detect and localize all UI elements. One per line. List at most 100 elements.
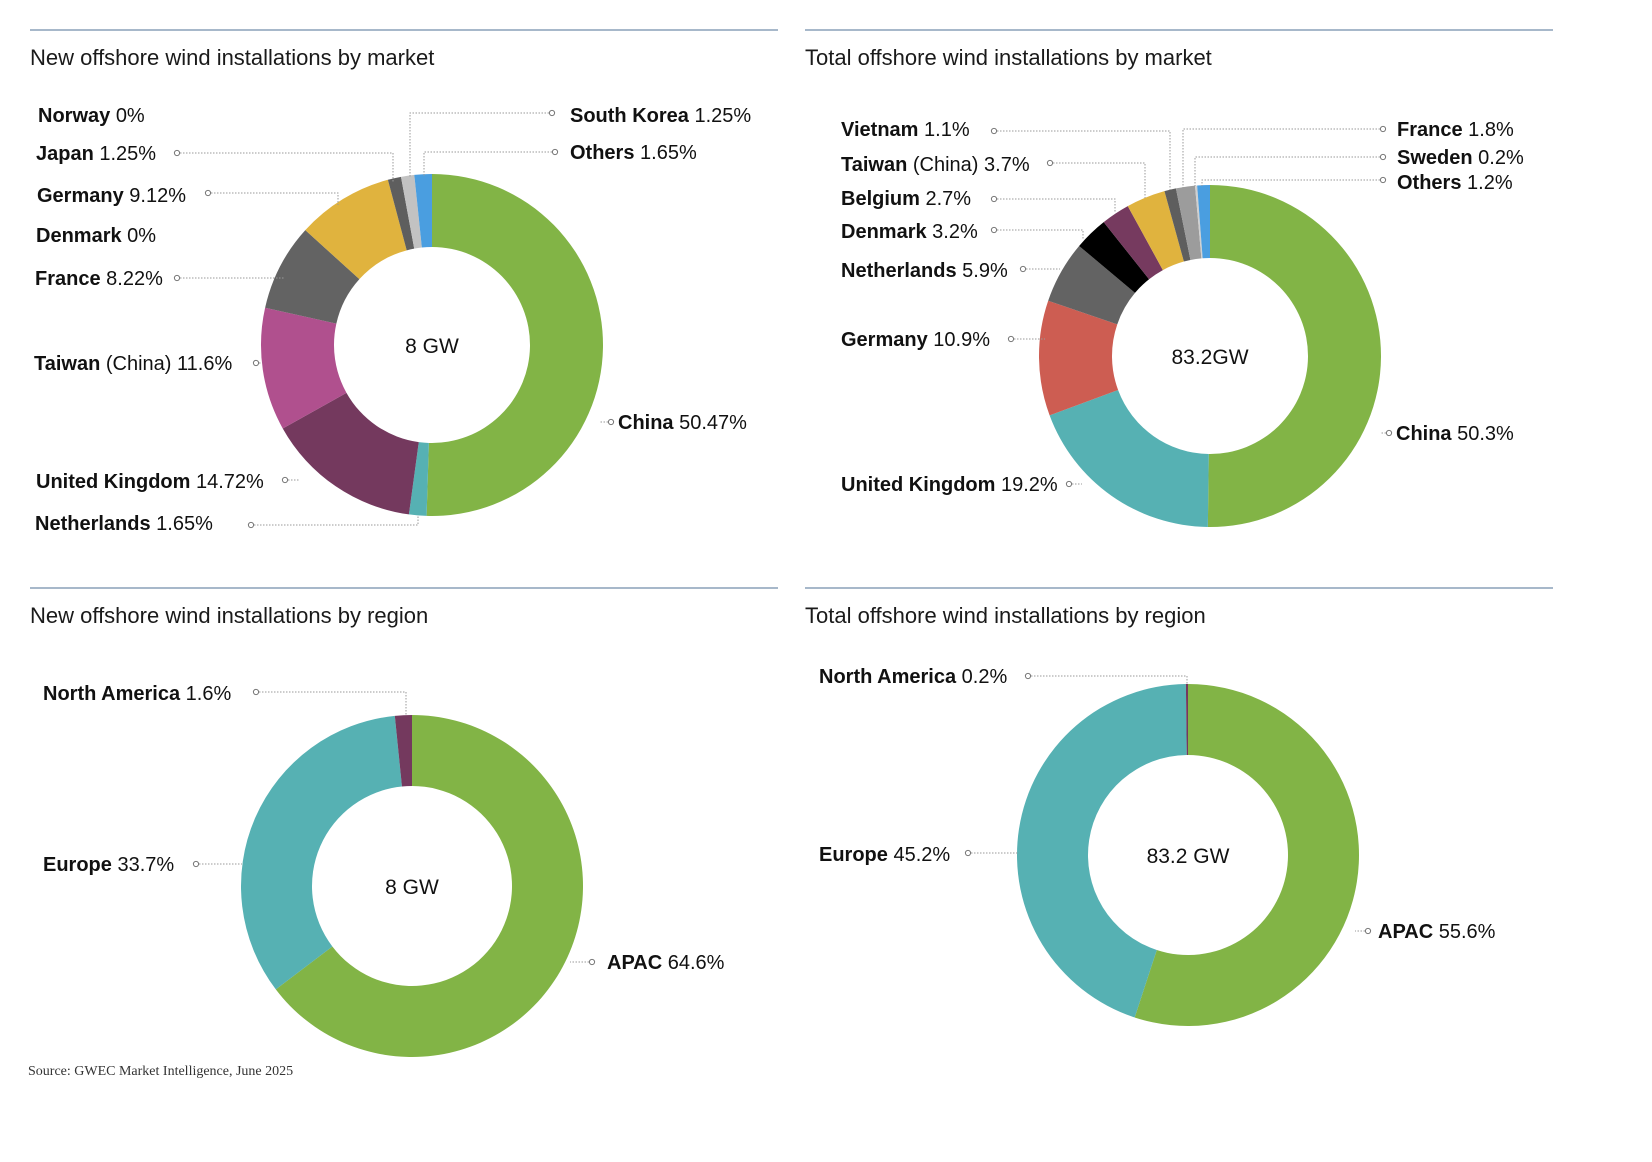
slice-label-value: 1.1%	[924, 119, 970, 141]
slice-label-value: 33.7%	[117, 854, 174, 876]
donut-slice-sweden	[1195, 185, 1203, 259]
slice-label: APAC 64.6%	[607, 952, 725, 974]
slice-label: Norway 0%	[38, 105, 145, 127]
leader-dot	[990, 226, 998, 234]
slice-label-value: 0.2%	[1478, 147, 1524, 169]
leader-line	[409, 112, 552, 178]
slice-label-value: 10.9%	[933, 329, 990, 351]
leader-dot	[281, 476, 289, 484]
leader-dot	[964, 849, 972, 857]
donut-center-label: 83.2GW	[1171, 346, 1248, 369]
slice-label-name: Netherlands	[841, 260, 957, 282]
leader-dot	[1379, 153, 1387, 161]
leader-dot	[1379, 125, 1387, 133]
slice-label-value: 9.12%	[129, 185, 186, 207]
slice-label-value: 0.2%	[962, 666, 1008, 688]
slice-label-value: 8.22%	[106, 268, 163, 290]
donut-slice-south-korea	[400, 174, 422, 249]
leader-dot	[1385, 429, 1393, 437]
slice-label-value: 45.2%	[893, 844, 950, 866]
donut-slice-north-america	[1185, 684, 1188, 756]
leader-dot	[173, 274, 181, 282]
slice-label-name: Europe	[819, 844, 888, 866]
donut-slice-france	[265, 230, 360, 324]
leader-line	[1201, 179, 1383, 186]
slice-label: United Kingdom 14.72%	[36, 471, 264, 493]
donut-center-label: 8 GW	[385, 876, 439, 899]
slice-label-name: South Korea	[570, 105, 690, 127]
chart-title: Total offshore wind installations by reg…	[805, 603, 1206, 628]
leader-line	[177, 152, 394, 182]
donut-slice-apac	[275, 715, 583, 1058]
slice-label-name: North America	[43, 683, 181, 705]
slice-label-value: 2.7%	[925, 188, 971, 210]
slice-label: Vietnam 1.1%	[841, 119, 970, 141]
slice-label: Germany 10.9%	[841, 329, 990, 351]
leader-dot	[1019, 265, 1027, 273]
donut-slice-taiwan	[1127, 191, 1184, 271]
slice-label-value: 14.72%	[196, 471, 264, 493]
leader-dot	[192, 860, 200, 868]
slice-label: Netherlands 5.9%	[841, 260, 1008, 282]
slice-label: China 50.47%	[618, 412, 747, 434]
slice-label-name: Others	[570, 142, 634, 164]
slice-label-name: China	[1396, 423, 1452, 445]
donut-slice-germany	[1039, 300, 1119, 416]
slice-label-name: Germany	[841, 329, 929, 351]
slice-label: China 50.3%	[1396, 423, 1514, 445]
slice-label-value: 3.7%	[984, 154, 1030, 176]
donut-slice-taiwan	[261, 307, 347, 429]
slice-label-name: Vietnam	[841, 119, 918, 141]
donut-chart: Total offshore wind installations by reg…	[805, 603, 1496, 1026]
donut-slice-united-kingdom	[1049, 389, 1209, 527]
slice-label-value: 1.8%	[1468, 119, 1514, 141]
chart-title: Total offshore wind installations by mar…	[805, 45, 1212, 70]
slice-label: Sweden 0.2%	[1397, 147, 1524, 169]
leader-dot	[1065, 480, 1073, 488]
slice-label-value: 5.9%	[962, 260, 1008, 282]
donut-center-label: 83.2 GW	[1147, 845, 1230, 868]
slice-label-name: APAC	[607, 952, 662, 974]
slice-label-name: France	[1397, 119, 1463, 141]
slice-label-value: 55.6%	[1439, 921, 1496, 943]
slice-label: APAC 55.6%	[1378, 921, 1496, 943]
slice-label: France 1.8%	[1397, 119, 1514, 141]
slice-label-name: Belgium	[841, 188, 920, 210]
slice-label-name: Sweden	[1397, 147, 1473, 169]
donut-slice-others	[414, 174, 432, 248]
leader-line	[1194, 156, 1383, 186]
donut-slice-apac	[1134, 684, 1359, 1026]
slice-label-name: China	[618, 412, 674, 434]
donut-slice-china	[426, 174, 603, 516]
leader-line	[251, 515, 419, 526]
chart-title: New offshore wind installations by marke…	[30, 45, 434, 70]
slice-label: Europe 33.7%	[43, 854, 174, 876]
slice-label-name: France	[35, 268, 101, 290]
leader-dot	[1046, 159, 1054, 167]
donut-chart: New offshore wind installations by marke…	[30, 45, 751, 535]
leader-line	[1182, 128, 1383, 188]
donut-slice-denmark	[1079, 222, 1150, 293]
leader-dot	[1379, 176, 1387, 184]
donut-slice-germany	[305, 179, 407, 280]
slice-label: France 8.22%	[35, 268, 163, 290]
slice-label: Germany 9.12%	[37, 185, 186, 207]
donut-slice-japan	[387, 176, 415, 251]
slice-label: Taiwan (China) 11.6%	[34, 353, 232, 375]
slice-label-value: 1.6%	[186, 683, 232, 705]
leader-line	[994, 229, 1084, 240]
slice-label-name: United Kingdom	[841, 474, 995, 496]
leader-dot	[551, 148, 559, 156]
leader-dot	[990, 127, 998, 135]
slice-label-value: 19.2%	[1001, 474, 1058, 496]
donut-chart: New offshore wind installations by regio…	[30, 603, 725, 1058]
leader-dot	[1007, 335, 1015, 343]
slice-label-value: 0%	[127, 225, 156, 247]
slice-label: Taiwan (China) 3.7%	[841, 154, 1030, 176]
slice-label-name: Germany	[37, 185, 125, 207]
leader-line	[1050, 162, 1146, 198]
slice-label-value: 50.47%	[679, 412, 747, 434]
donut-slice-europe	[1016, 684, 1187, 1018]
leader-dot	[990, 195, 998, 203]
